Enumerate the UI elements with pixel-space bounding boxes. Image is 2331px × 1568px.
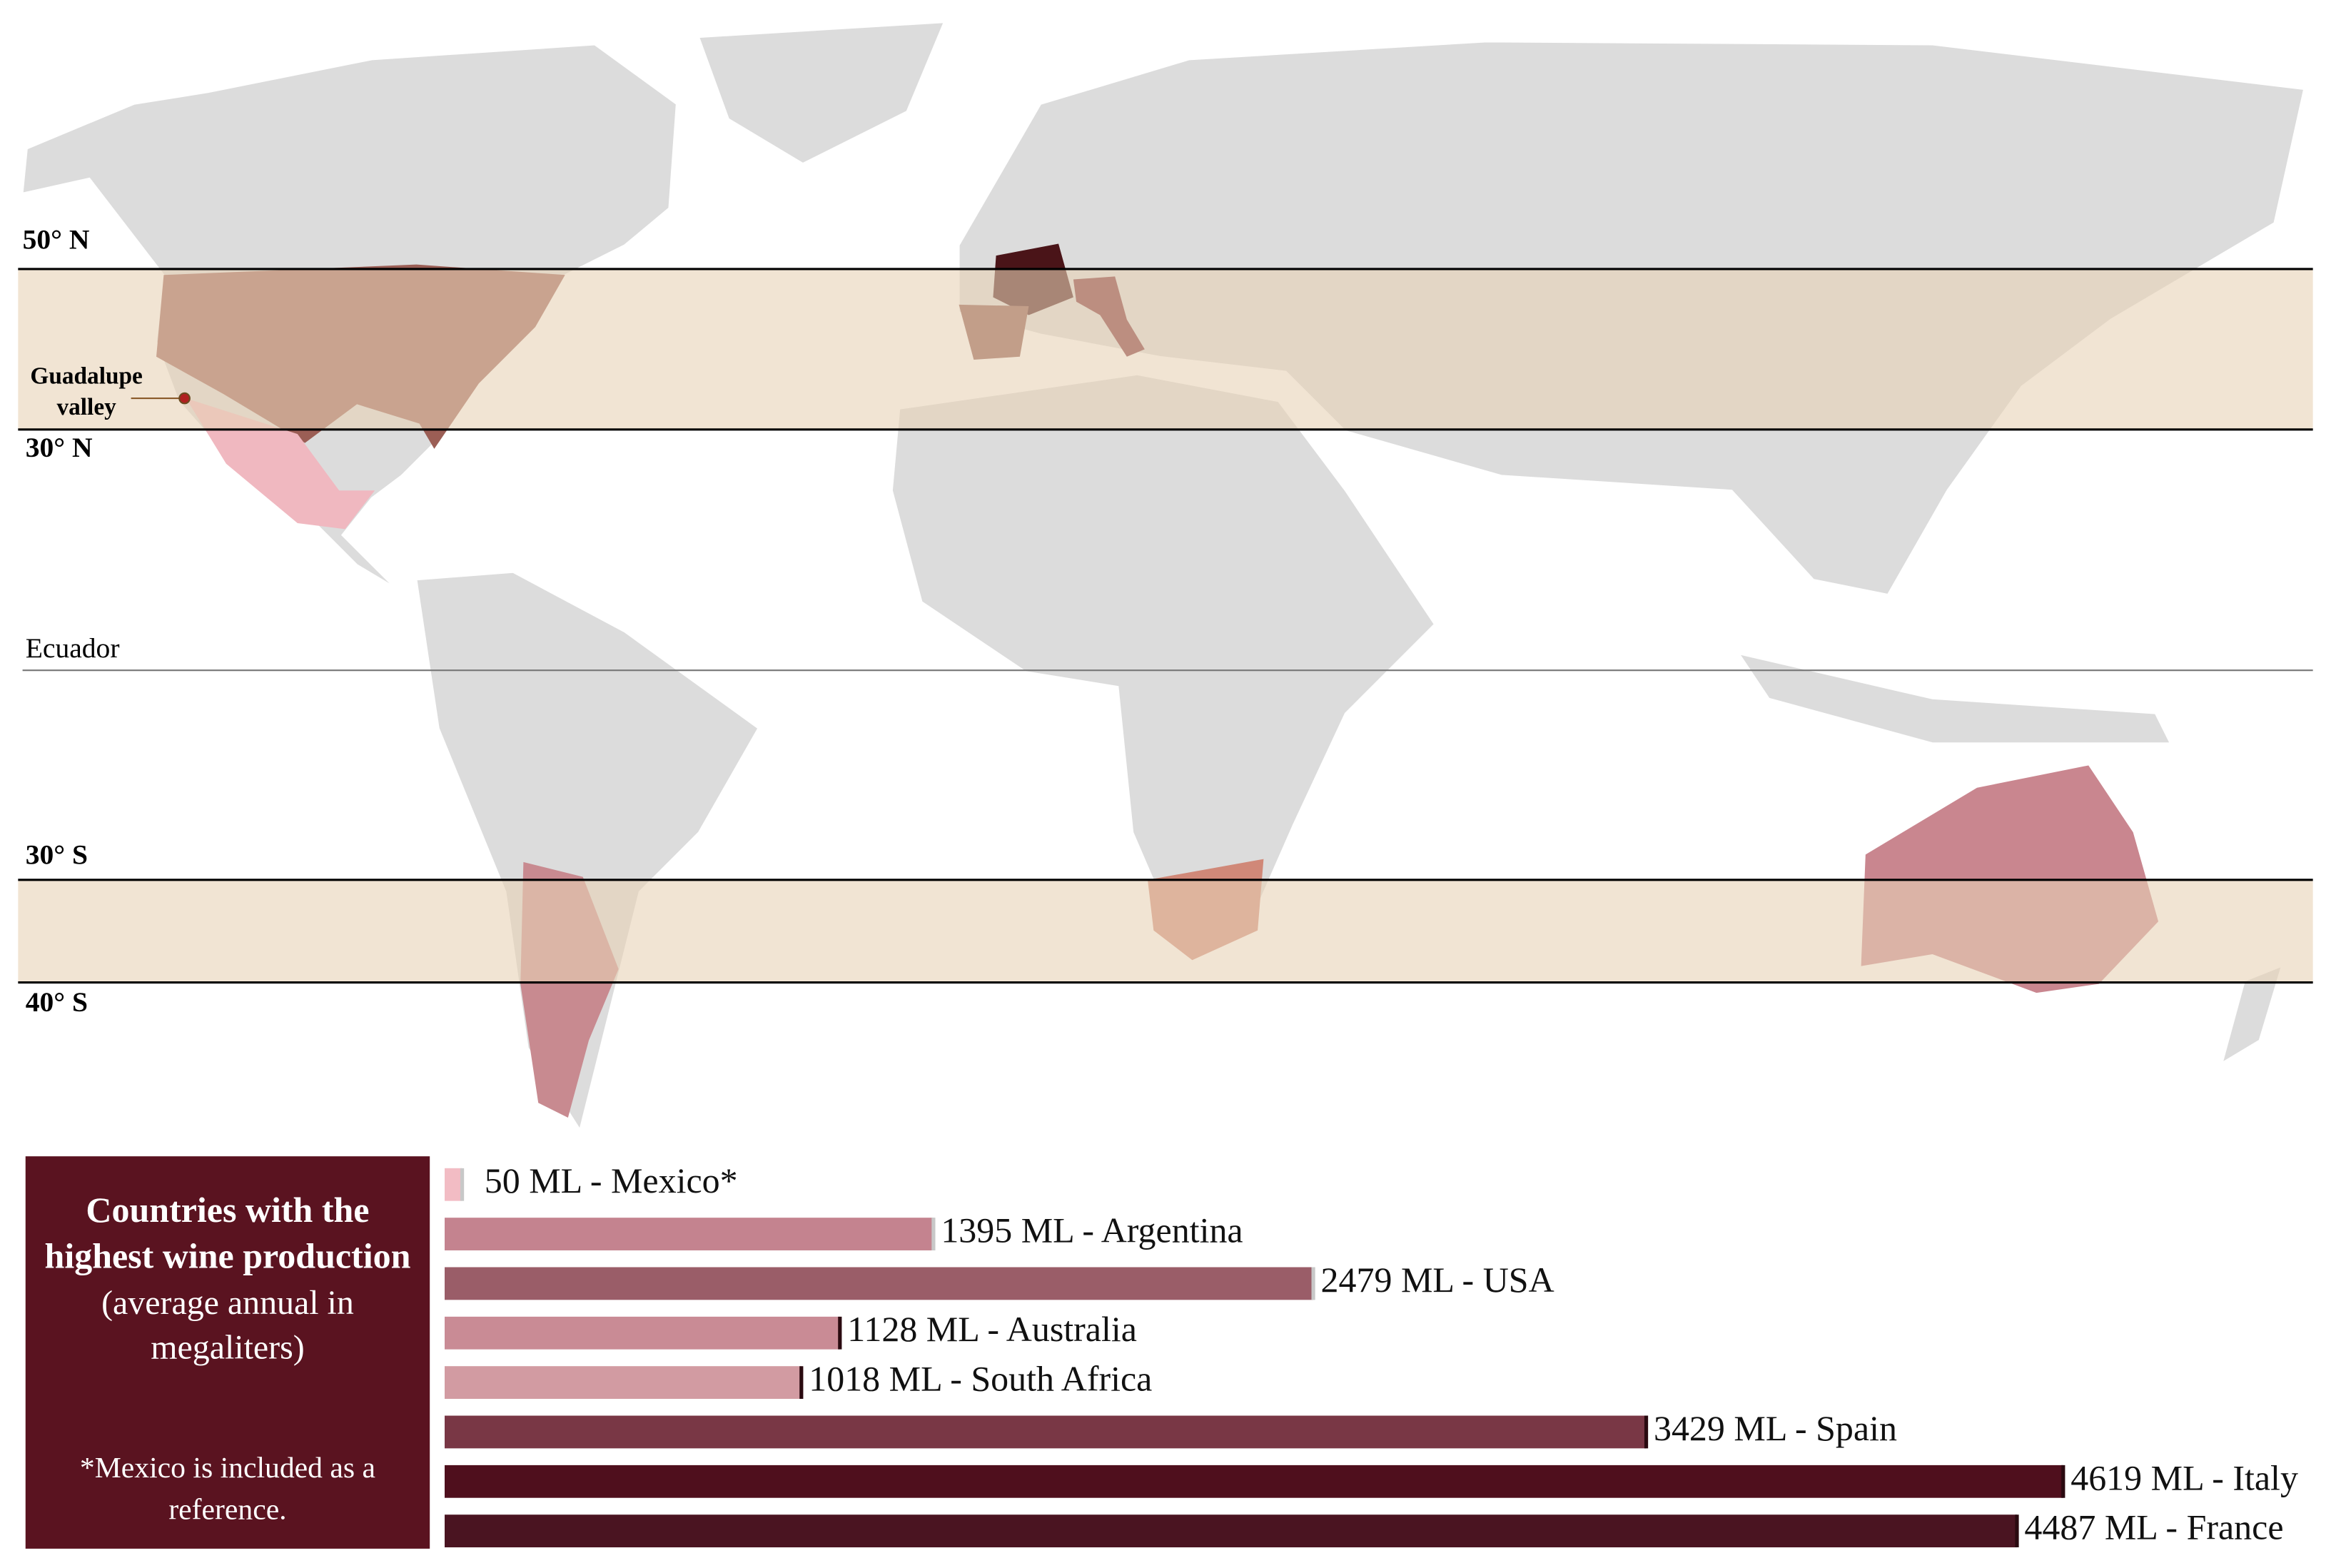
chart-note: *Mexico is included as a reference. [79,1452,376,1527]
annotation-dot [178,392,191,405]
value-label: 50 ML - Mexico* [485,1160,738,1200]
value-label: 1395 ML - Argentina [941,1210,1243,1250]
south-america [415,571,759,1132]
equator-label: Ecuador [26,632,120,664]
mexico [186,398,375,530]
greenland [697,21,946,165]
bar [445,1465,2063,1498]
bar [445,1168,462,1201]
bar-chart: 50 ML - Mexico* 1395 ML - Argentina 2479 M… [445,1160,2298,1548]
bar [445,1267,1314,1300]
latitude-label: 40° S [26,986,88,1018]
annotation: Guadalupe valley [30,364,143,421]
south-band [18,879,2313,983]
north-band [18,268,2313,430]
value-label: 1018 ML - South Africa [809,1359,1152,1399]
latitude-label: 30° S [26,839,88,871]
wine-bands [18,268,2313,984]
latitude-label: 50° N [23,224,90,256]
annotation-box: Guadalupe valley [30,364,143,421]
bar [445,1366,802,1400]
value-label: 3429 ML - Spain [1654,1408,1897,1448]
bar [445,1218,934,1250]
latitude-label: 30° N [26,432,93,463]
bar [445,1415,1647,1449]
value-label: 1128 ML - Australia [847,1309,1137,1349]
value-label: 4487 ML - France [2024,1507,2283,1547]
value-label: 4619 ML - Italy [2070,1457,2298,1497]
chart-title: Countries with the highest wine producti… [44,1192,411,1277]
title-content: Countries with the highest wine producti… [26,1156,430,1549]
bar [445,1316,840,1350]
title-box [25,1156,430,1549]
bar [445,1514,2018,1548]
value-label: 2479 ML - USA [1321,1260,1554,1300]
africa [891,373,1436,930]
chart-subtitle: (average annual in megaliters) [101,1284,354,1366]
indonesia [1737,652,2172,744]
title-box-text: Countries with the highest wine producti… [26,1156,430,1549]
